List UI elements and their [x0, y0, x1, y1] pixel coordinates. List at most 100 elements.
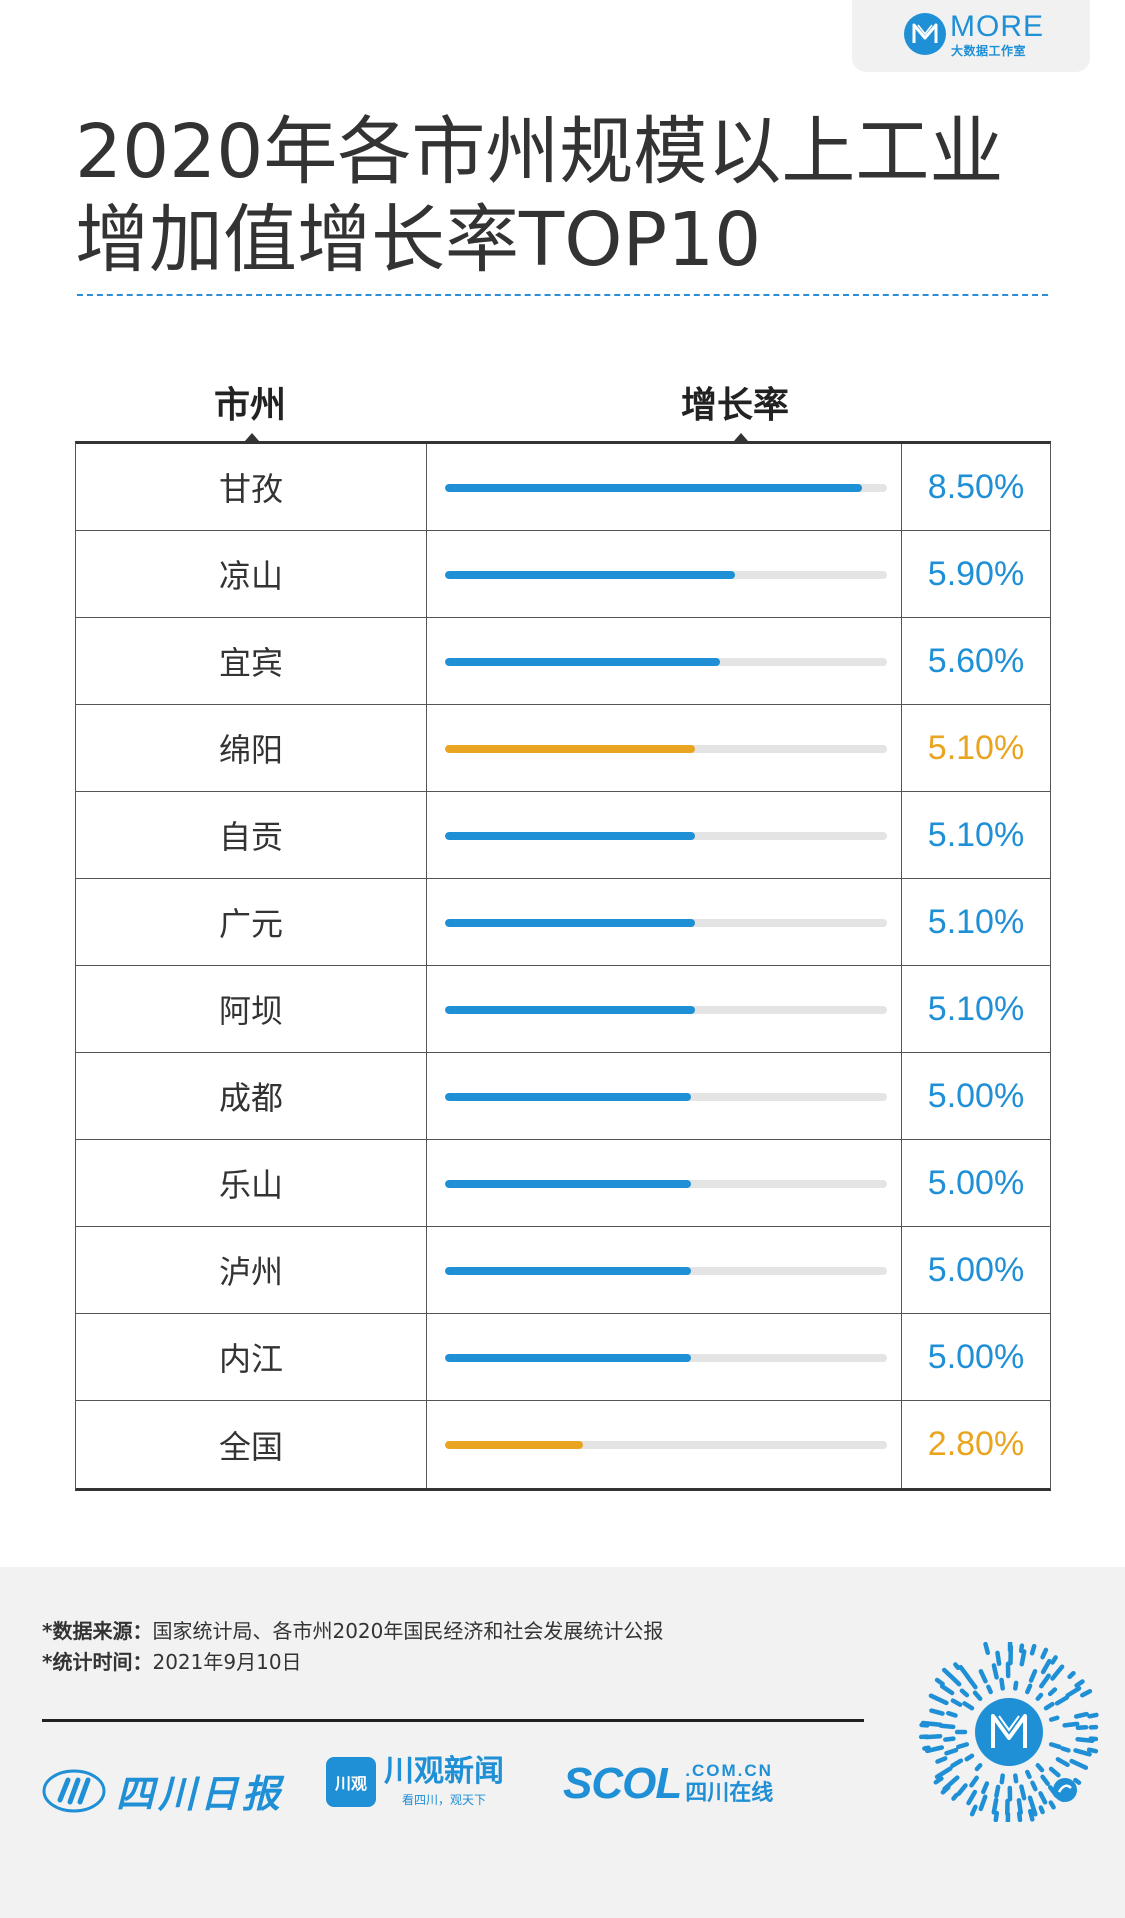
chuanguan-badge: 川观 [326, 1756, 376, 1807]
bar-track [445, 832, 887, 840]
chuanguan-news-logo: 川观 川观新闻 看四川，观天下 [326, 1755, 504, 1808]
bar-6 [445, 919, 696, 927]
bar-track [445, 1441, 887, 1449]
city-label: 绵阳 [76, 705, 427, 791]
city-label: 甘孜 [76, 444, 427, 530]
chuanguan-slogan: 看四川，观天下 [401, 1793, 486, 1807]
city-label: 阿坝 [76, 966, 427, 1052]
city-label: 泸州 [76, 1227, 427, 1313]
stat-time-text: 2021年9月10日 [152, 1650, 302, 1674]
value-label: 5.10% [927, 902, 1025, 941]
bar-cell [427, 1227, 902, 1313]
bar-1 [445, 484, 863, 492]
bar-2 [445, 571, 735, 579]
city-label: 乐山 [76, 1140, 427, 1226]
bar-10 [445, 1267, 691, 1275]
city-label: 宜宾 [76, 618, 427, 704]
bar-cell [427, 1401, 902, 1488]
bar-5 [445, 832, 696, 840]
title-line-1: 2020年各市州规模以上工业 [75, 109, 1004, 195]
table-row: 凉山 5.90% [76, 531, 1050, 618]
sichuan-daily-emblem-icon [42, 1769, 106, 1812]
bar-track [445, 919, 887, 927]
scol-logo: SCOL .COM.CN 四川在线 [563, 1759, 773, 1809]
city-label: 全国 [76, 1401, 427, 1488]
value-label: 2.80% [927, 1425, 1025, 1463]
value-label: 5.10% [927, 728, 1025, 767]
value-label: 8.50% [927, 467, 1025, 506]
city-label: 内江 [76, 1314, 427, 1400]
data-source-label: *数据来源： [42, 1619, 153, 1643]
value-label: 5.00% [927, 1076, 1025, 1115]
scol-name: SCOL [563, 1759, 682, 1808]
bar-9 [445, 1180, 691, 1188]
sichuan-daily-logo: 四川日报 [42, 1763, 284, 1818]
bar-track [445, 571, 887, 579]
table-row: 全国 2.80% [76, 1401, 1050, 1488]
bar-3 [445, 658, 720, 666]
more-logo-icon [904, 13, 946, 55]
table-row: 乐山 5.00% [76, 1140, 1050, 1227]
value-label: 5.10% [927, 815, 1025, 854]
bar-11 [445, 1354, 691, 1362]
value-label: 5.00% [927, 1250, 1025, 1289]
bar-cell [427, 1314, 902, 1400]
brand-name: MORE [950, 10, 1044, 43]
table-row: 自贡 5.10% [76, 792, 1050, 879]
bar-8 [445, 1093, 691, 1101]
bar-cell [427, 1140, 902, 1226]
bar-track [445, 1180, 887, 1188]
table-row: 宜宾 5.60% [76, 618, 1050, 705]
value-label: 5.00% [927, 1163, 1025, 1202]
bar-track [445, 658, 887, 666]
bar-cell [427, 444, 902, 530]
scol-domain: .COM.CN [685, 1761, 773, 1780]
table-row: 成都 5.00% [76, 1053, 1050, 1140]
title-line-2: 增加值增长率TOP10 [75, 197, 762, 283]
bar-4 [445, 745, 696, 753]
bar-cell [427, 966, 902, 1052]
bar-12 [445, 1441, 583, 1449]
table-row: 绵阳 5.10% [76, 705, 1050, 792]
data-source-text: 国家统计局、各市州2020年国民经济和社会发展统计公报 [152, 1619, 664, 1643]
value-label: 5.90% [927, 554, 1025, 593]
header-notch-icon [734, 433, 748, 441]
city-label: 自贡 [76, 792, 427, 878]
data-source-note: *数据来源：国家统计局、各市州2020年国民经济和社会发展统计公报 [42, 1615, 663, 1644]
bar-7 [445, 1006, 696, 1014]
bar-track [445, 1093, 887, 1101]
table-row: 泸州 5.00% [76, 1227, 1050, 1314]
footer: *数据来源：国家统计局、各市州2020年国民经济和社会发展统计公报 *统计时间：… [0, 1567, 1125, 1918]
column-header-city: 市州 [214, 385, 287, 426]
bar-cell [427, 879, 902, 965]
page-title: 2020年各市州规模以上工业 增加值增长率TOP10 [75, 108, 1065, 284]
mini-program-code-icon [919, 1642, 1099, 1822]
value-label: 5.10% [927, 989, 1025, 1028]
header-notch-icon [245, 433, 259, 441]
column-header-rate: 增长率 [681, 385, 790, 426]
city-label: 凉山 [76, 531, 427, 617]
city-label: 成都 [76, 1053, 427, 1139]
table-row: 内江 5.00% [76, 1314, 1050, 1401]
bar-track [445, 1354, 887, 1362]
brand-tab [852, 0, 1090, 72]
bar-cell [427, 531, 902, 617]
bar-cell [427, 1053, 902, 1139]
stat-time-note: *统计时间：2021年9月10日 [42, 1646, 302, 1675]
ranking-table: 甘孜 8.50% 凉山 5.90% 宜宾 5.60% 绵阳 5.10% 自贡 5.10% 广元 5.1… [75, 441, 1051, 1491]
bar-cell [427, 792, 902, 878]
value-label: 5.60% [927, 641, 1025, 680]
chuanguan-name: 川观新闻 [384, 1754, 504, 1789]
bar-track [445, 1006, 887, 1014]
table-row: 广元 5.10% [76, 879, 1050, 966]
bar-track [445, 745, 887, 753]
footer-divider [42, 1719, 864, 1722]
table-row: 阿坝 5.10% [76, 966, 1050, 1053]
brand-subtitle: 大数据工作室 [951, 44, 1027, 58]
city-label: 广元 [76, 879, 427, 965]
title-divider [77, 294, 1048, 296]
bar-track [445, 1267, 887, 1275]
bar-cell [427, 705, 902, 791]
table-row: 甘孜 8.50% [76, 444, 1050, 531]
scol-subtitle: 四川在线 [685, 1781, 774, 1806]
